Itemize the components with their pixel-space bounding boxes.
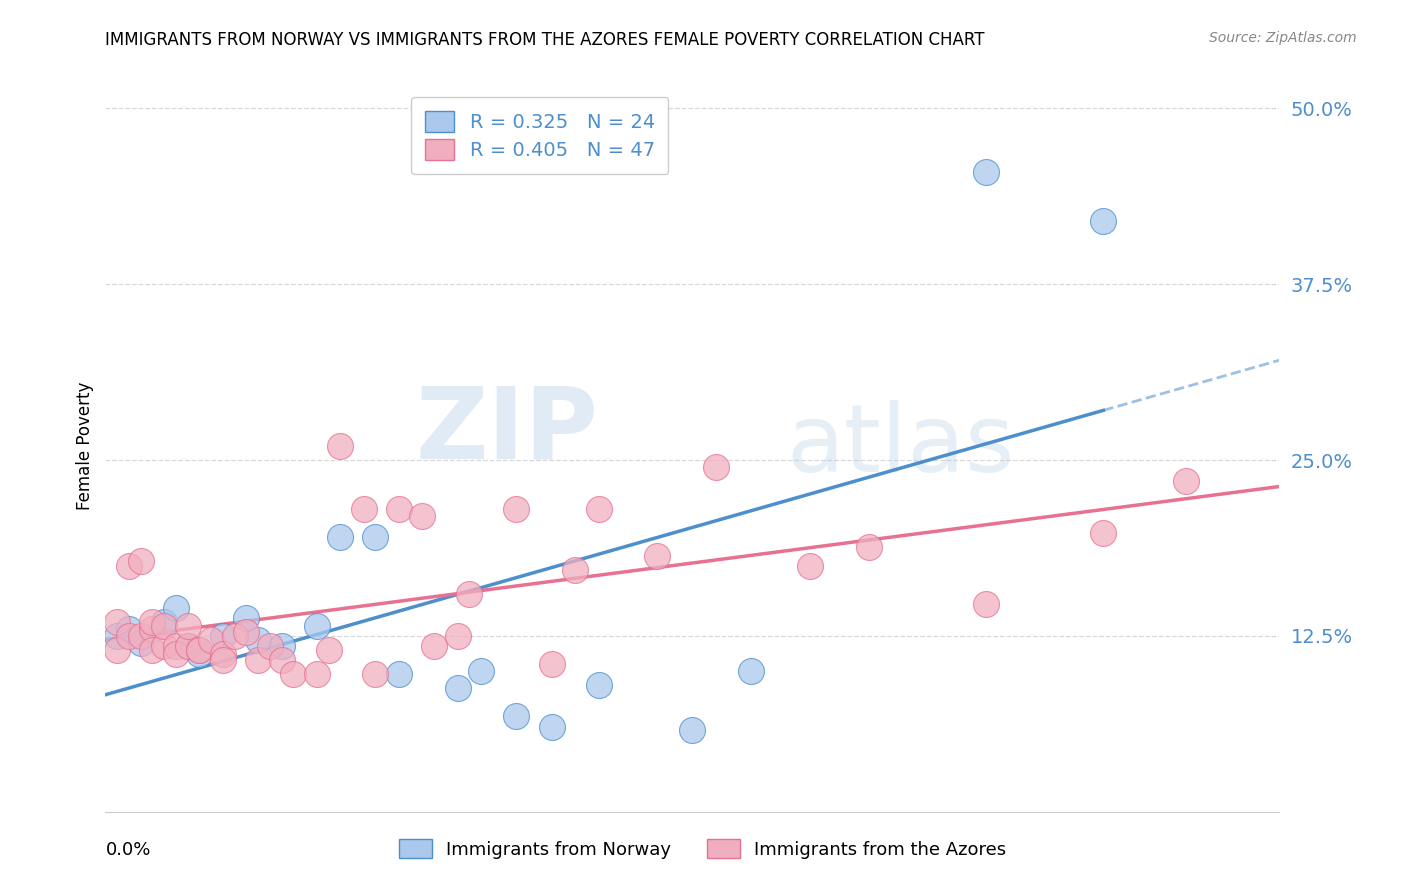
Point <box>235 610 257 624</box>
Point <box>129 554 152 568</box>
Point <box>388 502 411 516</box>
Point <box>105 629 128 643</box>
Point <box>740 664 762 678</box>
Point <box>153 639 176 653</box>
Text: IMMIGRANTS FROM NORWAY VS IMMIGRANTS FROM THE AZORES FEMALE POVERTY CORRELATION : IMMIGRANTS FROM NORWAY VS IMMIGRANTS FRO… <box>105 31 986 49</box>
Point <box>364 666 387 681</box>
Point <box>211 629 233 643</box>
Text: 0.0%: 0.0% <box>105 841 150 859</box>
Point <box>270 639 292 653</box>
Point <box>165 647 187 661</box>
Point <box>588 678 610 692</box>
Point <box>974 164 997 178</box>
Point <box>799 558 821 573</box>
Point <box>129 636 152 650</box>
Point <box>224 629 246 643</box>
Point <box>423 639 446 653</box>
Legend: R = 0.325   N = 24, R = 0.405   N = 47: R = 0.325 N = 24, R = 0.405 N = 47 <box>411 97 668 174</box>
Point <box>283 666 305 681</box>
Text: Source: ZipAtlas.com: Source: ZipAtlas.com <box>1209 31 1357 45</box>
Point <box>458 587 481 601</box>
Point <box>447 681 470 695</box>
Point <box>141 615 163 629</box>
Point <box>141 643 163 657</box>
Point <box>105 615 128 629</box>
Point <box>270 653 292 667</box>
Point <box>247 633 270 648</box>
Point <box>540 657 562 671</box>
Point <box>540 720 562 734</box>
Point <box>129 629 152 643</box>
Point <box>165 600 187 615</box>
Point <box>153 619 176 633</box>
Point <box>235 624 257 639</box>
Point <box>105 643 128 657</box>
Point <box>353 502 375 516</box>
Point <box>165 639 187 653</box>
Point <box>305 666 328 681</box>
Point <box>364 530 387 544</box>
Point <box>211 647 233 661</box>
Point <box>188 643 211 657</box>
Point <box>388 666 411 681</box>
Point <box>176 639 198 653</box>
Point <box>974 597 997 611</box>
Point <box>118 629 141 643</box>
Point <box>588 502 610 516</box>
Point <box>682 723 704 738</box>
Point <box>1092 526 1115 541</box>
Point <box>118 622 141 636</box>
Y-axis label: Female Poverty: Female Poverty <box>76 382 94 510</box>
Point <box>305 619 328 633</box>
Point <box>505 502 527 516</box>
Point <box>645 549 668 563</box>
Point <box>176 639 198 653</box>
Point <box>447 629 470 643</box>
Point <box>188 647 211 661</box>
Point <box>153 615 176 629</box>
Point <box>704 460 727 475</box>
Point <box>211 653 233 667</box>
Point <box>858 541 880 555</box>
Point <box>1174 474 1197 488</box>
Point <box>176 619 198 633</box>
Point <box>1092 214 1115 228</box>
Point <box>505 709 527 723</box>
Point <box>188 643 211 657</box>
Point <box>200 633 222 648</box>
Text: ZIP: ZIP <box>416 383 599 480</box>
Text: atlas: atlas <box>786 400 1015 492</box>
Point <box>118 558 141 573</box>
Point <box>141 622 163 636</box>
Legend: Immigrants from Norway, Immigrants from the Azores: Immigrants from Norway, Immigrants from … <box>388 829 1018 870</box>
Point <box>470 664 492 678</box>
Point <box>318 643 340 657</box>
Point <box>247 653 270 667</box>
Point <box>564 563 586 577</box>
Point <box>329 530 352 544</box>
Point <box>259 639 281 653</box>
Point <box>329 439 352 453</box>
Point <box>411 509 433 524</box>
